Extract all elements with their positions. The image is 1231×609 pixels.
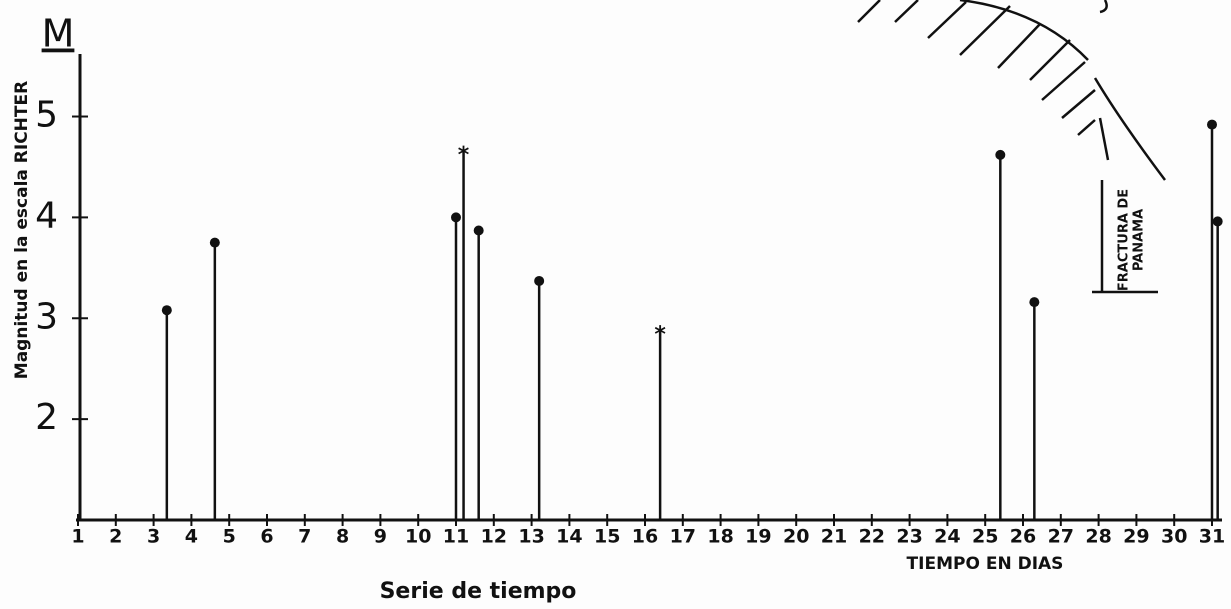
x-tick-label: 10 <box>405 526 431 548</box>
x-tick-label: 30 <box>1161 526 1187 548</box>
axis-symbol: M <box>42 12 75 56</box>
dot-marker <box>995 149 1006 160</box>
y-tick-label: 5 <box>35 95 58 136</box>
annotation: PANAMA <box>1132 209 1147 271</box>
annotation: FRACTURA DE <box>1117 189 1132 291</box>
dot-marker <box>1207 119 1217 130</box>
x-tick-label: 13 <box>518 526 544 548</box>
x-tick-label: 20 <box>783 526 809 548</box>
dot-marker <box>161 305 172 316</box>
x-tick-label: 12 <box>481 526 507 548</box>
x-tick-label: 14 <box>556 526 582 548</box>
dot-marker <box>1212 216 1223 227</box>
x-tick-label: 17 <box>670 526 696 548</box>
x-tick-label: 18 <box>707 526 733 548</box>
x-tick-label: 31 <box>1199 526 1225 548</box>
x-tick-label: 3 <box>147 526 160 548</box>
dot-marker <box>1029 297 1040 308</box>
x-tick-label: 15 <box>594 526 620 548</box>
x-tick-label: 23 <box>896 526 922 548</box>
x-tick-label: 1 <box>71 526 84 548</box>
x-tick-label: 7 <box>298 526 311 548</box>
x-tick-label: 25 <box>972 526 998 548</box>
star-marker: * <box>458 143 470 168</box>
x-tick-label: 26 <box>1010 526 1036 548</box>
x-tick-label: 5 <box>223 526 236 548</box>
x-tick-label: 9 <box>374 526 387 548</box>
x-tick-label: 16 <box>632 526 658 548</box>
x-tick-label: 6 <box>260 526 273 548</box>
x-tick-label: 24 <box>934 526 960 548</box>
x-tick-label: 11 <box>443 526 469 548</box>
y-tick-label: 4 <box>35 195 58 236</box>
x-tick-label: 27 <box>1048 526 1074 548</box>
y-tick-label: 2 <box>35 397 58 438</box>
x-tick-label: 4 <box>185 526 198 548</box>
x-tick-label: 28 <box>1085 526 1111 548</box>
dot-marker <box>451 212 461 223</box>
x-tick-label: 29 <box>1123 526 1149 548</box>
x-tick-label: 2 <box>109 526 122 548</box>
star-marker: * <box>654 322 666 347</box>
x-axis-label: Serie de tiempo <box>380 579 577 604</box>
x-tick-label: 22 <box>859 526 885 548</box>
x-tick-label: 21 <box>821 526 847 548</box>
x-unit-label: TIEMPO EN DIAS <box>907 554 1064 574</box>
dot-marker <box>209 237 220 248</box>
x-tick-label: 19 <box>745 526 771 548</box>
fracture-drawing <box>857 0 1167 294</box>
y-axis-label: Magnitud en la escala RICHTER <box>12 81 32 379</box>
x-tick-label: 8 <box>336 526 349 548</box>
y-tick-label: 3 <box>35 296 58 337</box>
dot-marker <box>473 225 484 236</box>
dot-marker <box>534 275 545 286</box>
